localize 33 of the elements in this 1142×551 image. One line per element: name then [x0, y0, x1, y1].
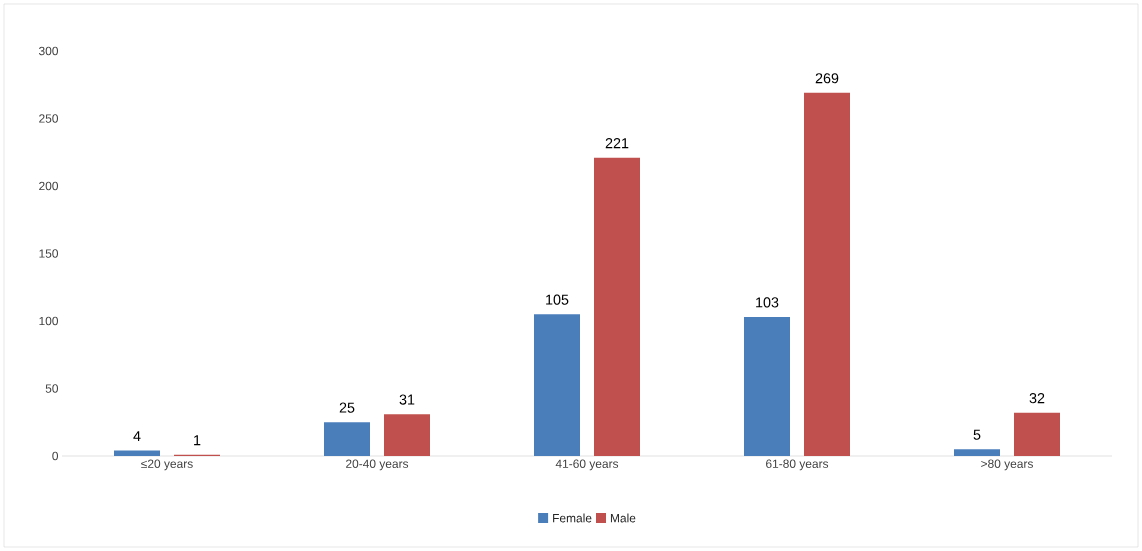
data-label: 103	[756, 297, 779, 308]
x-tick-label: ≤20 years	[141, 459, 193, 471]
y-tick-label: 200	[39, 181, 59, 191]
y-tick-label: 150	[39, 249, 59, 258]
bar	[1014, 412, 1060, 456]
y-tick-label: 250	[39, 114, 59, 123]
bar	[804, 92, 850, 456]
data-label: 221	[605, 138, 629, 149]
legend-label: Female	[553, 513, 592, 523]
y-tick-label: 100	[39, 316, 59, 326]
bar	[384, 414, 430, 456]
data-label: 105	[546, 294, 569, 305]
data-label: 269	[815, 73, 839, 84]
bar	[534, 314, 580, 456]
y-tick-label: 300	[38, 46, 59, 56]
y-tick-label: 50	[45, 384, 59, 393]
data-label: 32	[1029, 393, 1045, 404]
bar	[594, 157, 640, 456]
x-tick-label: 20-40 years	[346, 459, 409, 471]
bar	[744, 316, 790, 456]
data-label: 4	[133, 431, 141, 442]
x-tick-label: 61-80 years	[766, 459, 829, 471]
legend-label: Male	[610, 513, 636, 523]
data-label: 25	[339, 402, 355, 413]
bar	[954, 449, 1000, 456]
x-tick-label: >80 years	[981, 459, 1033, 471]
bar	[114, 450, 160, 456]
bar	[324, 422, 370, 456]
data-label: 1	[194, 435, 201, 446]
y-tick-label: 0	[52, 451, 59, 461]
data-label: 31	[399, 394, 415, 405]
data-label: 5	[973, 429, 981, 440]
x-tick-label: 41-60 years	[555, 459, 619, 471]
